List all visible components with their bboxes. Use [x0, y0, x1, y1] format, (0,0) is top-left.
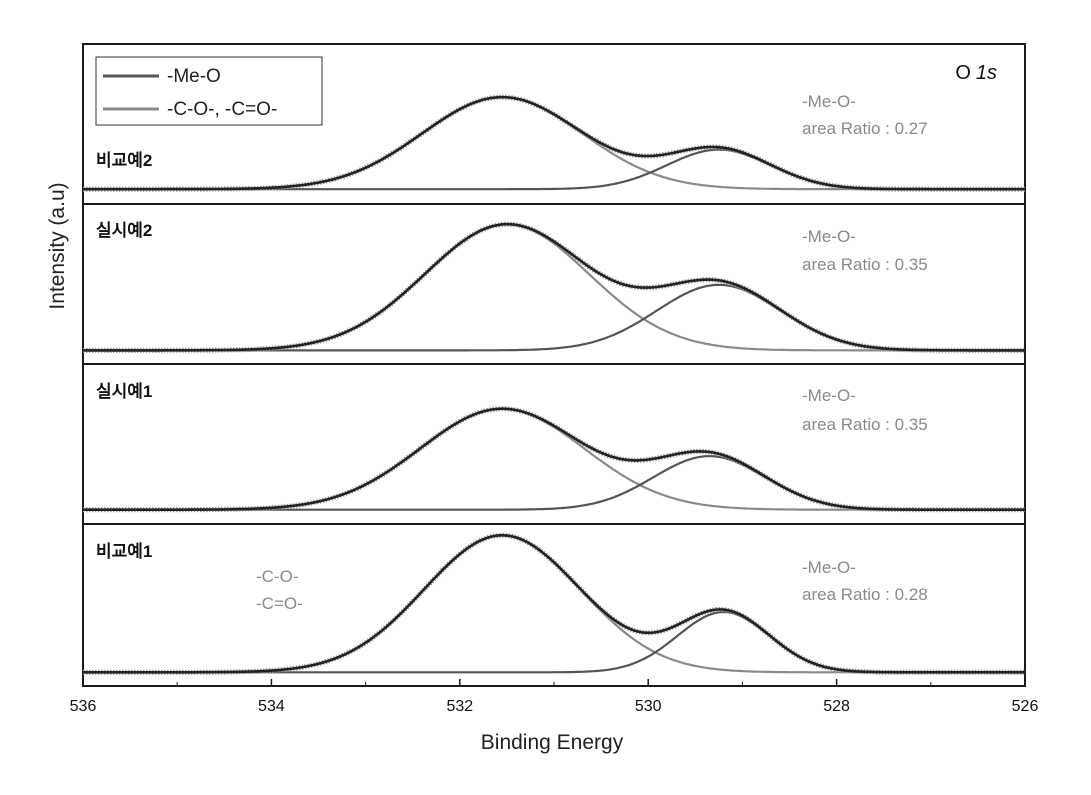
legend: -Me-O -C-O-, -C=O- [95, 56, 323, 126]
x-tick-label-528: 528 [823, 698, 850, 715]
chart-title-element: O [955, 62, 971, 84]
panel-1-fit-envelope [83, 95, 1025, 191]
ratio-title-4: -Me-O- [802, 558, 856, 577]
x-tick-label-526: 526 [1012, 698, 1039, 715]
x-axis: 536 534 532 530 528 526 [70, 679, 1039, 715]
panel-frame-4 [82, 523, 1026, 687]
panel-label-2: 실시예2 [96, 221, 152, 240]
ratio-title-2: -Me-O- [802, 227, 856, 246]
panel-4-fit-envelope [83, 534, 1025, 674]
x-tick-label-532: 532 [446, 698, 473, 715]
panel-2-fit-envelope [83, 222, 1025, 352]
legend-box [95, 56, 323, 126]
ratio-value-2: area Ratio : 0.35 [802, 255, 928, 274]
chart-title: O 1s [955, 62, 997, 84]
panel-frame-2 [82, 203, 1026, 365]
x-tick-label-534: 534 [258, 698, 285, 715]
panel-3-component-meo [83, 455, 1025, 511]
ratio-value-3: area Ratio : 0.35 [802, 415, 928, 434]
ratio-title-1: -Me-O- [802, 92, 856, 111]
ratio-value-1: area Ratio : 0.27 [802, 119, 928, 138]
spectra-curves [82, 94, 1026, 675]
x-axis-title: Binding Energy [481, 731, 624, 754]
panel-label-4: 비교예1 [96, 542, 152, 561]
panel-1-component-meo [83, 148, 1025, 191]
ratio-value-4: area Ratio : 0.28 [802, 585, 928, 604]
ratio-title-3: -Me-O- [802, 386, 856, 405]
assignment-c-double-o: -C=O- [256, 594, 303, 613]
x-tick-label-530: 530 [635, 698, 662, 715]
legend-label-meo: -Me-O [167, 66, 221, 87]
x-tick-label-536: 536 [70, 698, 97, 715]
legend-label-co: -C-O-, -C=O- [167, 99, 277, 120]
assignment-co: -C-O- [256, 567, 298, 586]
panel-3-fit-envelope [83, 407, 1025, 511]
panel-label-1: 비교예2 [96, 151, 152, 170]
panel-label-3: 실시예1 [96, 382, 152, 401]
panel-2-component-meo [83, 283, 1025, 352]
y-axis-title: Intensity (a.u) [46, 182, 69, 309]
panel-4-component-meo [83, 610, 1025, 674]
panel-frame-3 [82, 363, 1026, 525]
chart-title-orbital: 1s [976, 62, 997, 84]
